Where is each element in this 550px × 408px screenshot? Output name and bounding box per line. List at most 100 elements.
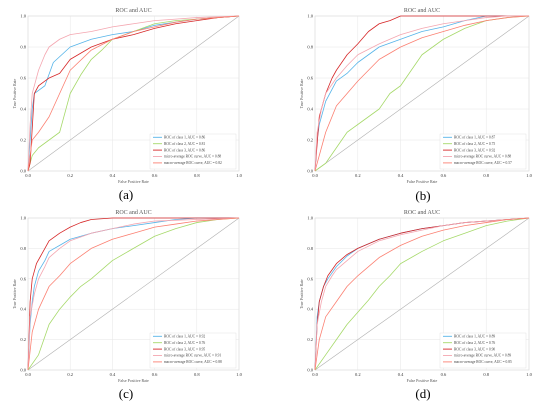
legend-entry: macro-average ROC curve, AUC = 0.88 [164,360,222,365]
chance-diagonal [27,15,240,172]
chart-title: ROC and AUC [404,210,440,216]
y-tick-label: 0.4 [20,307,26,312]
legend-entry: ROC of class 2, AUC = 0.81 [164,142,205,147]
panel-label: (c) [119,386,133,401]
legend-entry: ROC of class 2, AUC = 0.76 [454,341,495,346]
roc-curve-series-2 [27,15,240,172]
y-tick-label: 0.6 [307,76,313,81]
legend-entry: ROC of class 2, AUC = 0.75 [454,142,495,147]
y-tick-label: 0.8 [307,45,313,50]
y-tick-label: 0.2 [307,138,313,143]
x-tick-label: 1.0 [236,173,242,178]
roc-curve-series-4 [314,217,530,371]
y-tick-label: 0.0 [20,169,26,174]
roc-curve-series-5 [27,15,240,172]
x-axis-label: False Positive Rate [118,378,149,383]
y-tick-label: 0.0 [307,169,313,174]
x-tick-label: 0.8 [194,372,200,377]
x-tick-label: 0.6 [441,173,447,178]
x-tick-label: 0.4 [398,372,404,377]
x-tick-label: 0.6 [441,372,447,377]
x-tick-label: 0.2 [67,372,73,377]
y-axis-label: True Positive Rate [299,279,304,309]
roc-curve-series-3 [27,15,240,172]
roc-curve-series-5 [314,217,530,371]
x-axis-label: False Positive Rate [407,179,438,184]
y-tick-label: 0.2 [20,337,26,342]
x-tick-label: 0.0 [312,173,318,178]
x-tick-label: 0.6 [152,372,158,377]
roc-curve-series-4 [314,15,529,172]
roc-curve-series-2 [314,15,530,172]
y-tick-label: 0.4 [20,107,26,112]
legend-entry: micro-average ROC curve, AUC = 0.88 [454,155,511,160]
y-axis-label: True Positive Rate [12,78,17,108]
x-tick-label: 0.2 [355,372,361,377]
roc-curve-series-2 [27,217,240,371]
roc-curve-series-1 [314,15,529,172]
x-tick-label: 0.0 [312,372,318,377]
x-tick-label: 0.2 [355,173,361,178]
legend-entry: micro-average ROC curve, AUC = 0.88 [164,155,221,160]
x-tick-label: 0.8 [194,173,200,178]
y-tick-label: 0.8 [20,246,26,251]
legend-entry: macro-average ROC curve, AUC = 0.82 [164,161,222,166]
roc-curve-series-2 [314,217,530,371]
legend-entry: ROC of class 3, AUC = 0.90 [454,347,495,352]
y-tick-label: 0.6 [307,276,313,281]
legend-entry: ROC of class 1, AUC = 0.87 [454,136,495,141]
legend-entry: ROC of class 3, AUC = 0.92 [454,148,495,153]
legend-entry: ROC of class 1, AUC = 0.86 [164,136,205,141]
y-tick-label: 0.6 [20,76,26,81]
roc-curve-series-3 [27,217,239,371]
panel-label: (b) [415,188,430,203]
roc-panel-c: 0.0 0.2 0.4 0.6 0.8 1.0 0.0 0.2 0.4 0.6 0.8 1.0 ROC … [12,210,243,401]
legend-box [439,332,527,369]
x-tick-label: 0.0 [25,372,31,377]
y-axis-label: True Positive Rate [299,78,304,108]
chance-diagonal [314,217,530,371]
legend-entry: ROC of class 1, AUC = 0.92 [164,335,205,340]
panel-label: (d) [415,386,430,401]
legend-entry: macro-average ROC curve, AUC = 0.57 [454,161,512,166]
legend-box [149,332,237,369]
legend-entry: ROC of class 2, AUC = 0.76 [164,341,205,346]
roc-curve-series-5 [27,217,240,371]
chance-diagonal [314,15,530,172]
y-tick-label: 0.6 [20,276,26,281]
roc-curve-series-5 [314,15,530,172]
y-tick-label: 0.4 [307,107,313,112]
x-tick-label: 0.4 [398,173,404,178]
legend-entry: micro-average ROC curve, AUC = 0.91 [164,354,221,359]
legend-entry: macro-average ROC curve, AUC = 0.85 [454,360,512,365]
y-tick-label: 0.0 [20,368,26,373]
y-tick-label: 0.8 [20,45,26,50]
x-tick-label: 0.8 [483,372,489,377]
y-tick-label: 0.2 [307,337,313,342]
legend-entry: ROC of class 3, AUC = 0.95 [164,347,205,352]
legend-box [149,133,237,170]
x-axis-label: False Positive Rate [118,179,149,184]
y-axis-label: True Positive Rate [12,279,17,309]
roc-curve-series-4 [27,15,240,172]
roc-panel-d: 0.0 0.2 0.4 0.6 0.8 1.0 0.0 0.2 0.4 0.6 0.8 1.0 ROC … [299,210,533,401]
roc-panel-a: 0.0 0.2 0.4 0.6 0.8 1.0 0.0 0.2 0.4 0.6 0.8 1.0 ROC … [12,8,243,202]
y-tick-label: 1.0 [20,216,26,221]
y-tick-label: 0.2 [20,138,26,143]
y-tick-label: 1.0 [307,14,313,19]
chance-diagonal [27,217,240,371]
y-tick-label: 1.0 [20,14,26,19]
y-tick-label: 0.0 [307,368,313,373]
chart-title: ROC and AUC [404,8,440,14]
y-tick-label: 0.8 [307,246,313,251]
x-tick-label: 0.4 [110,173,116,178]
x-tick-label: 0.2 [67,173,73,178]
roc-panel-b: 0.0 0.2 0.4 0.6 0.8 1.0 0.0 0.2 0.4 0.6 0.8 1.0 ROC … [299,8,533,203]
legend-box [439,133,527,170]
x-tick-label: 0.8 [483,173,489,178]
x-tick-label: 1.0 [236,372,242,377]
y-tick-label: 1.0 [307,216,313,221]
x-tick-label: 1.0 [526,372,532,377]
x-tick-label: 0.4 [110,372,116,377]
